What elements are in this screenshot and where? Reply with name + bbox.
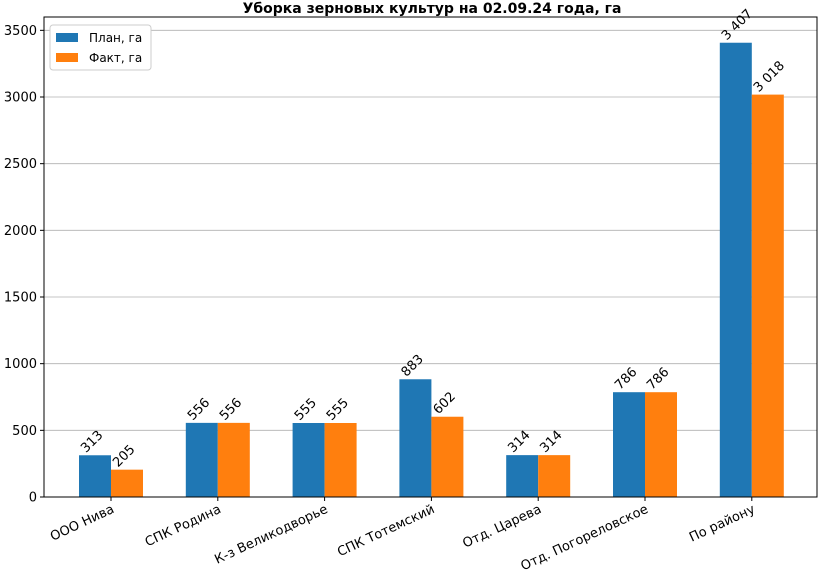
plot-frame [43,16,818,498]
data-label: 314 [505,428,533,456]
bar-plan [292,423,325,497]
data-label: 602 [431,389,459,417]
y-tick-label: 1000 [4,357,37,372]
legend: План, га Факт, га [49,24,152,71]
y-tick-label: 2000 [4,224,37,239]
x-tick-label: СПК Родина [143,502,224,550]
legend-label: План, га [89,31,142,45]
bar-fact [645,392,677,497]
bar-plan [185,422,218,497]
bars [79,42,784,497]
x-tick-label: Отд. Царева [461,502,544,552]
bar-plan [399,379,432,497]
data-label: 556 [217,396,245,424]
bar-fact [751,94,784,497]
chart-title: Уборка зерновых культур на 02.09.24 года… [243,1,622,17]
data-label: 556 [185,396,213,424]
bar-fact [431,416,464,497]
data-label: 3 018 [751,59,788,96]
bar-plan [719,42,752,497]
data-label: 555 [324,396,352,424]
data-label: 205 [110,442,138,470]
bar-fact [111,469,143,497]
y-tick-label: 0 [29,491,37,506]
bar-fact [217,422,250,497]
legend-label: Факт, га [89,51,142,65]
y-tick-label: 3000 [4,91,37,106]
data-label: 313 [78,428,106,456]
bar-fact [324,423,357,497]
x-tick-label: К-з Великодворье [213,502,331,568]
data-label: 314 [537,428,565,456]
data-label: 3 407 [719,7,756,44]
data-label: 786 [644,365,672,393]
bar-fact [538,455,571,497]
x-tick-label: СПК Тотемский [335,502,437,560]
data-label: 555 [292,396,320,424]
grid-lines [44,29,817,431]
data-label: 883 [399,352,427,380]
bar-plan [506,455,539,497]
legend-swatch [56,33,78,42]
x-tick-label: По району [687,502,758,546]
data-label: 786 [612,365,640,393]
bar-plan [79,455,111,497]
bar-plan [613,392,645,497]
y-tick-label: 2500 [4,157,37,172]
y-tick-label: 500 [12,424,37,439]
y-tick-label: 1500 [4,291,37,306]
legend-swatch [56,53,78,62]
data-labels: 313 556 555 883 314 786 3 407 205 556 555 602 314 78… [78,7,788,471]
y-tick-label: 3500 [4,24,37,39]
x-tick-label: ООО Нива [48,502,117,545]
